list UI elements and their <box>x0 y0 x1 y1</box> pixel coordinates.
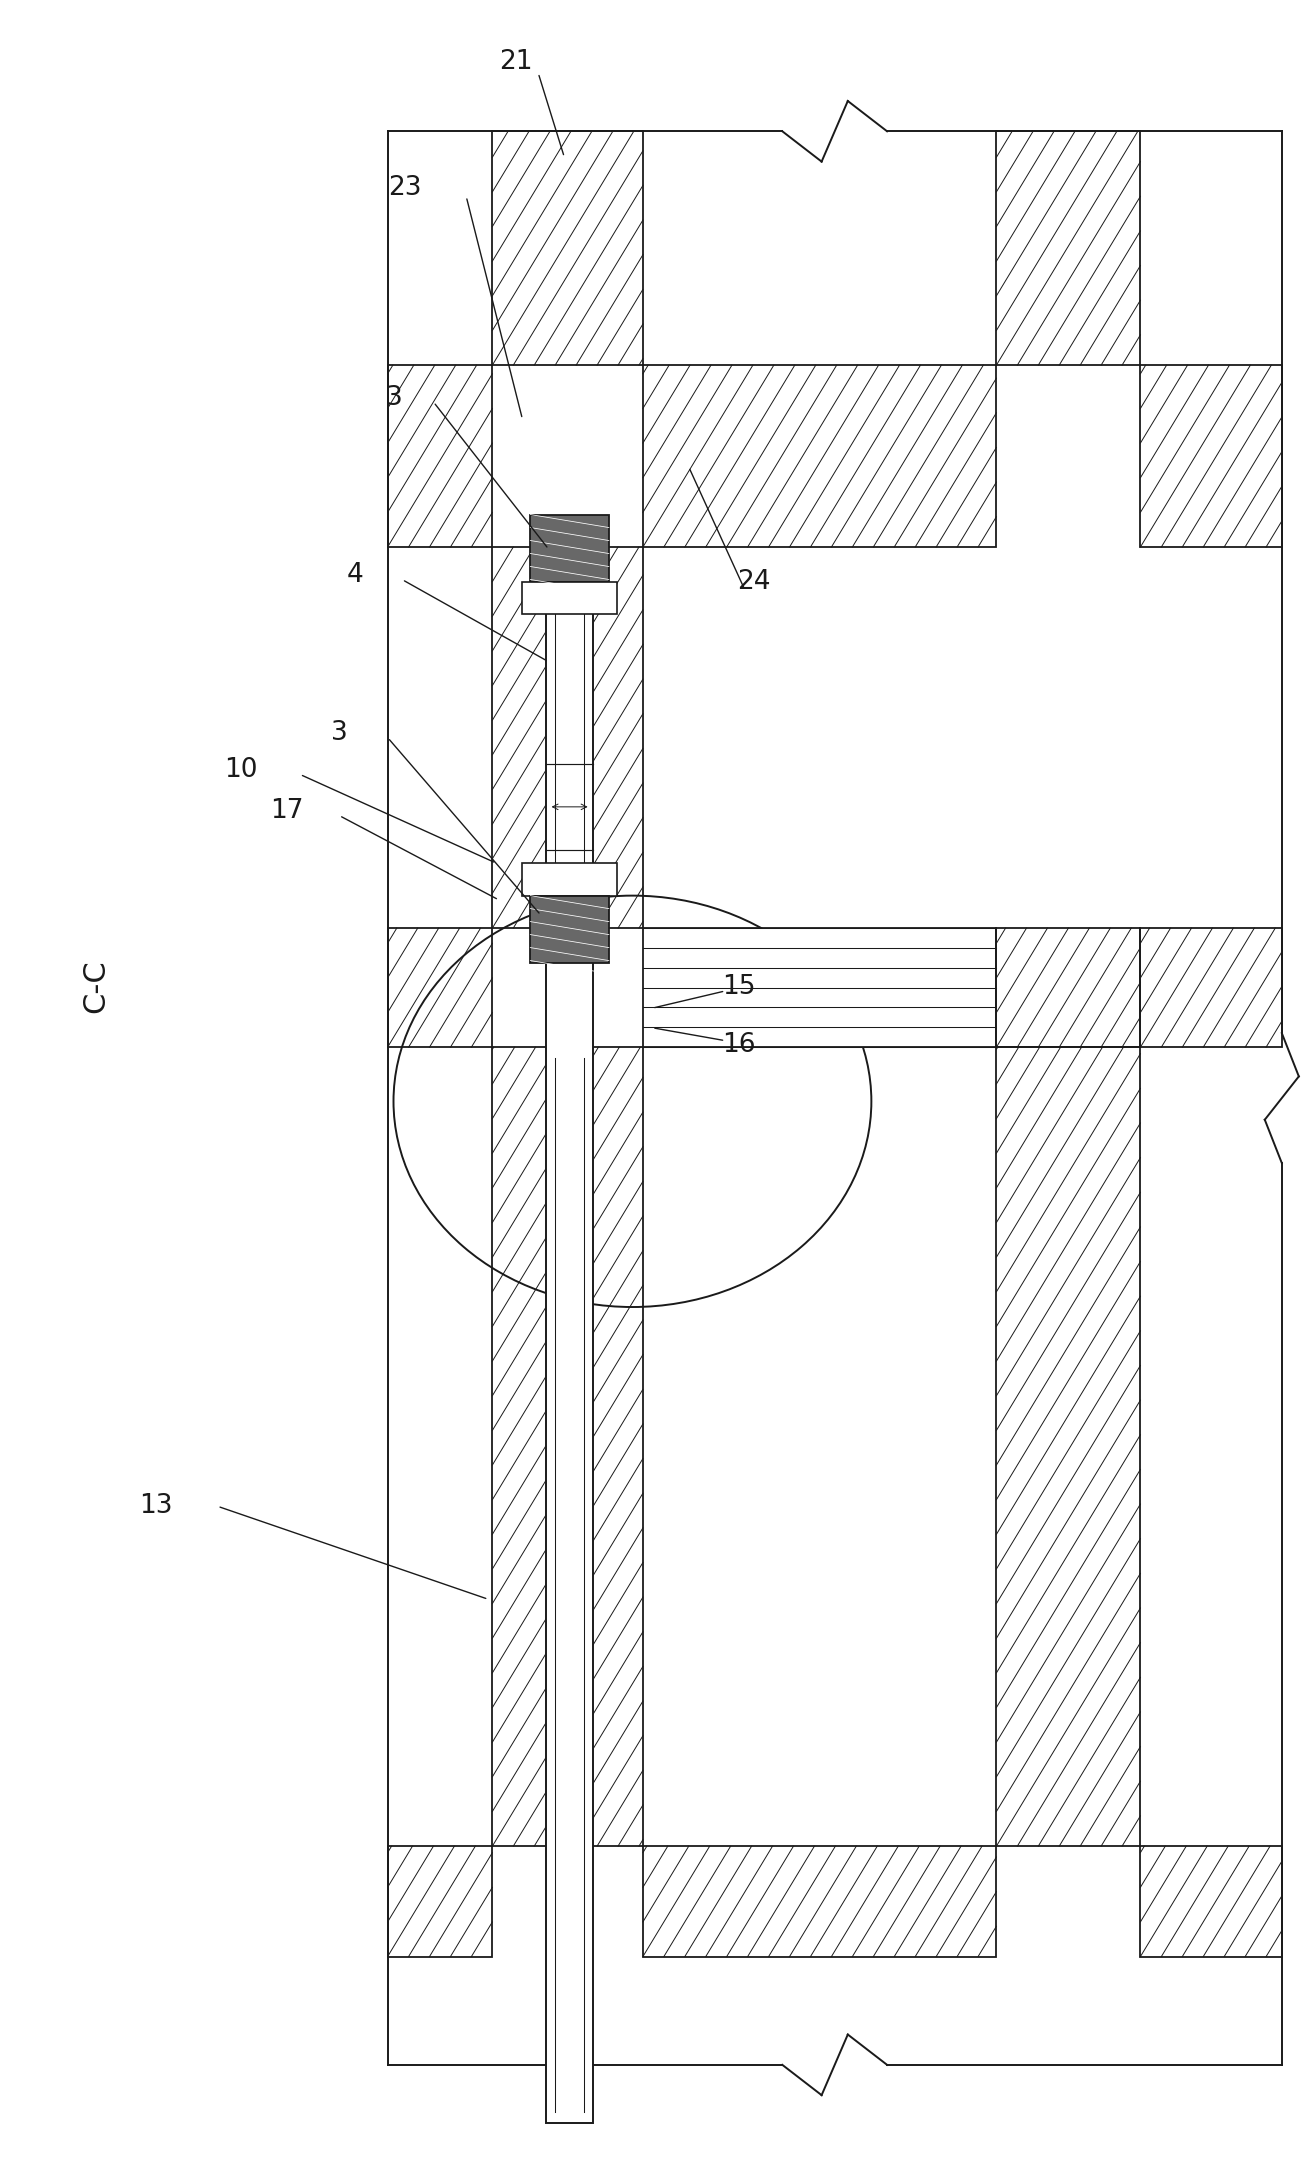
Text: 23: 23 <box>388 176 421 202</box>
Text: 24: 24 <box>737 568 771 594</box>
Text: 4: 4 <box>346 562 363 588</box>
Text: 21: 21 <box>499 50 533 76</box>
Bar <box>522 863 617 895</box>
Bar <box>643 928 996 1047</box>
Text: 13: 13 <box>139 1494 173 1520</box>
Text: 3: 3 <box>331 720 348 746</box>
Text: 15: 15 <box>722 973 756 999</box>
Text: 10: 10 <box>224 757 257 783</box>
Bar <box>522 581 617 614</box>
Bar <box>530 895 609 963</box>
Bar <box>530 514 609 581</box>
Text: 16: 16 <box>722 1032 756 1058</box>
Text: 17: 17 <box>270 798 303 824</box>
Text: 3: 3 <box>386 384 403 410</box>
Bar <box>546 546 593 2122</box>
Text: C-C: C-C <box>81 960 110 1012</box>
